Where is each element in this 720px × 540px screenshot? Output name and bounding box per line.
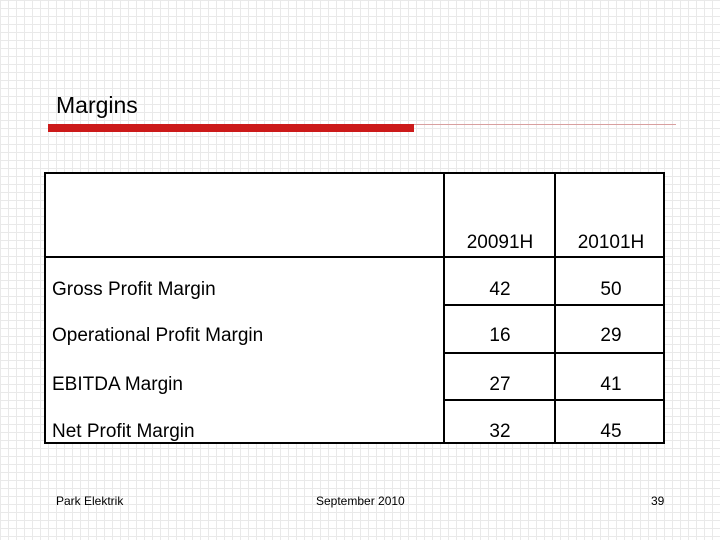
table-row-divider <box>443 352 663 354</box>
table-header-20101h: 20101H <box>577 232 645 253</box>
table-column-divider <box>443 174 445 442</box>
row-value: 32 <box>489 421 511 442</box>
table-row-divider <box>443 304 663 306</box>
row-value: 27 <box>489 374 511 395</box>
row-label-ebitda-margin: EBITDA Margin <box>52 374 183 395</box>
table-column-divider <box>554 174 556 442</box>
table-row-divider <box>443 399 663 401</box>
margins-table: 20091H 20101H Gross Profit Margin 42 50 … <box>44 172 665 444</box>
table-header-divider <box>46 256 663 258</box>
row-label-net-profit-margin: Net Profit Margin <box>52 421 195 442</box>
table-header-20091h: 20091H <box>466 232 534 253</box>
row-label-operational-profit-margin: Operational Profit Margin <box>52 325 264 346</box>
row-value: 16 <box>489 325 511 346</box>
title-underline-accent <box>48 124 414 132</box>
footer-page-number: 39 <box>651 494 665 508</box>
row-value: 41 <box>600 374 622 395</box>
footer-date: September 2010 <box>316 494 405 508</box>
row-label-gross-profit-margin: Gross Profit Margin <box>52 279 216 300</box>
row-value: 29 <box>600 325 622 346</box>
footer-company: Park Elektrik <box>56 494 124 508</box>
row-value: 50 <box>600 279 622 300</box>
row-value: 42 <box>489 279 511 300</box>
row-value: 45 <box>600 421 622 442</box>
slide-title: Margins <box>56 92 138 118</box>
